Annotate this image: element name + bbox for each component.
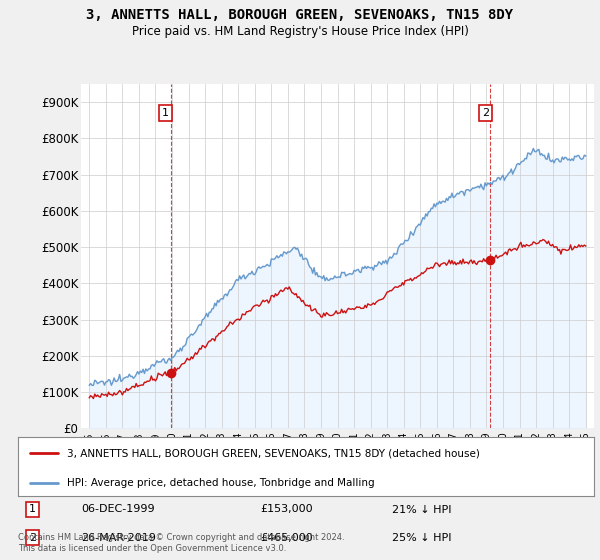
Text: HPI: Average price, detached house, Tonbridge and Malling: HPI: Average price, detached house, Tonb… bbox=[67, 478, 374, 488]
Text: Contains HM Land Registry data © Crown copyright and database right 2024.
This d: Contains HM Land Registry data © Crown c… bbox=[18, 533, 344, 553]
Text: 21% ↓ HPI: 21% ↓ HPI bbox=[392, 505, 452, 515]
Text: 3, ANNETTS HALL, BOROUGH GREEN, SEVENOAKS, TN15 8DY: 3, ANNETTS HALL, BOROUGH GREEN, SEVENOAK… bbox=[86, 8, 514, 22]
Text: Price paid vs. HM Land Registry's House Price Index (HPI): Price paid vs. HM Land Registry's House … bbox=[131, 25, 469, 38]
Text: 25% ↓ HPI: 25% ↓ HPI bbox=[392, 533, 452, 543]
Text: 1: 1 bbox=[29, 505, 36, 515]
Text: 26-MAR-2019: 26-MAR-2019 bbox=[82, 533, 156, 543]
Text: 2: 2 bbox=[482, 108, 489, 118]
Text: 3, ANNETTS HALL, BOROUGH GREEN, SEVENOAKS, TN15 8DY (detached house): 3, ANNETTS HALL, BOROUGH GREEN, SEVENOAK… bbox=[67, 448, 480, 458]
Text: 06-DEC-1999: 06-DEC-1999 bbox=[82, 505, 155, 515]
Text: £465,000: £465,000 bbox=[260, 533, 313, 543]
Text: £153,000: £153,000 bbox=[260, 505, 313, 515]
Text: 2: 2 bbox=[29, 533, 36, 543]
Text: 1: 1 bbox=[162, 108, 169, 118]
